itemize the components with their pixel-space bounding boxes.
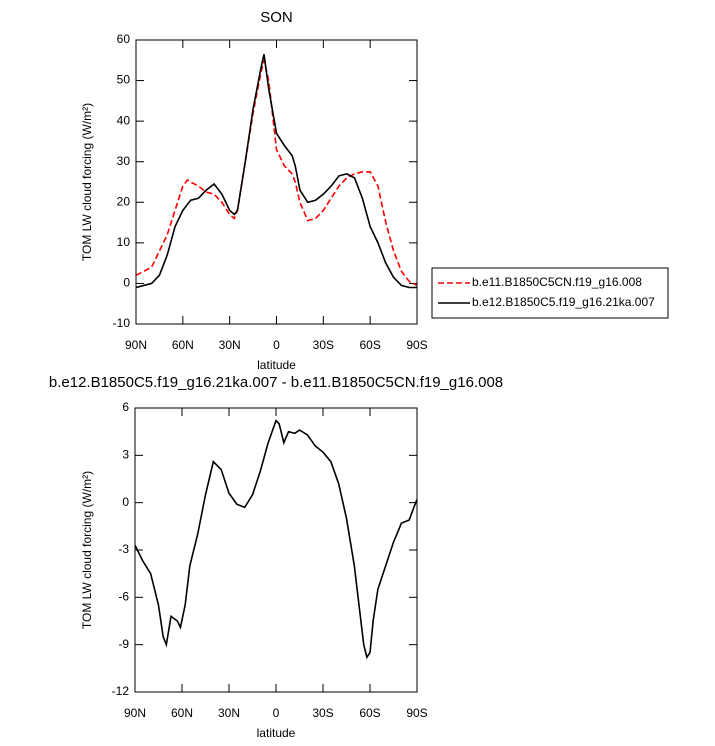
- y-tick-label: -6: [118, 590, 129, 604]
- x-tick-label: 60S: [359, 338, 380, 352]
- y-tick-label: -10: [113, 316, 131, 330]
- x-tick-label: 90N: [125, 338, 147, 352]
- x-tick-label: 0: [273, 706, 280, 720]
- x-tick-label: 30S: [313, 338, 334, 352]
- x-tick-label: 90S: [406, 338, 427, 352]
- x-tick-label: 60S: [359, 706, 380, 720]
- y-tick-label: 40: [117, 113, 131, 127]
- y-tick-label: 0: [122, 495, 129, 509]
- y-tick-label: 10: [117, 235, 131, 249]
- legend-box: [431, 267, 669, 319]
- x-tick-label: 60N: [172, 338, 194, 352]
- x-axis-label: latitude: [257, 358, 296, 372]
- series-line: [135, 54, 417, 289]
- y-tick-label: 0: [123, 276, 130, 290]
- y-tick-label: 3: [122, 448, 129, 462]
- y-tick-label: 6: [122, 400, 129, 414]
- series-line: [135, 60, 418, 287]
- x-tick-label: 0: [273, 338, 280, 352]
- x-tick-label: 90S: [406, 706, 427, 720]
- legend-label: b.e12.B1850C5.f19_g16.21ka.007: [472, 295, 655, 309]
- y-tick-label: 20: [117, 194, 131, 208]
- chart-title: SON: [260, 9, 293, 26]
- x-axis-label: latitude: [257, 726, 296, 740]
- y-tick-label: 60: [117, 32, 131, 46]
- legend-label: b.e11.B1850C5CN.f19_g16.008: [472, 275, 642, 289]
- chart-title: b.e12.B1850C5.f19_g16.21ka.007 - b.e11.B…: [49, 374, 503, 391]
- x-tick-label: 30S: [312, 706, 333, 720]
- y-axis-label: TOM LW cloud forcing (W/m²): [80, 471, 94, 629]
- y-axis-label: TOM LW cloud forcing (W/m²): [80, 103, 94, 261]
- x-tick-label: 90N: [124, 706, 146, 720]
- plot-frame: [135, 39, 418, 325]
- x-tick-label: 30N: [219, 338, 241, 352]
- plot-frame: [134, 407, 418, 693]
- series-line: [134, 419, 418, 660]
- x-tick-label: 60N: [171, 706, 193, 720]
- y-tick-label: -3: [118, 542, 129, 556]
- y-tick-label: 50: [117, 73, 131, 87]
- y-tick-label: -12: [112, 684, 130, 698]
- y-tick-label: -9: [118, 637, 129, 651]
- y-tick-label: 30: [117, 154, 131, 168]
- x-tick-label: 30N: [218, 706, 240, 720]
